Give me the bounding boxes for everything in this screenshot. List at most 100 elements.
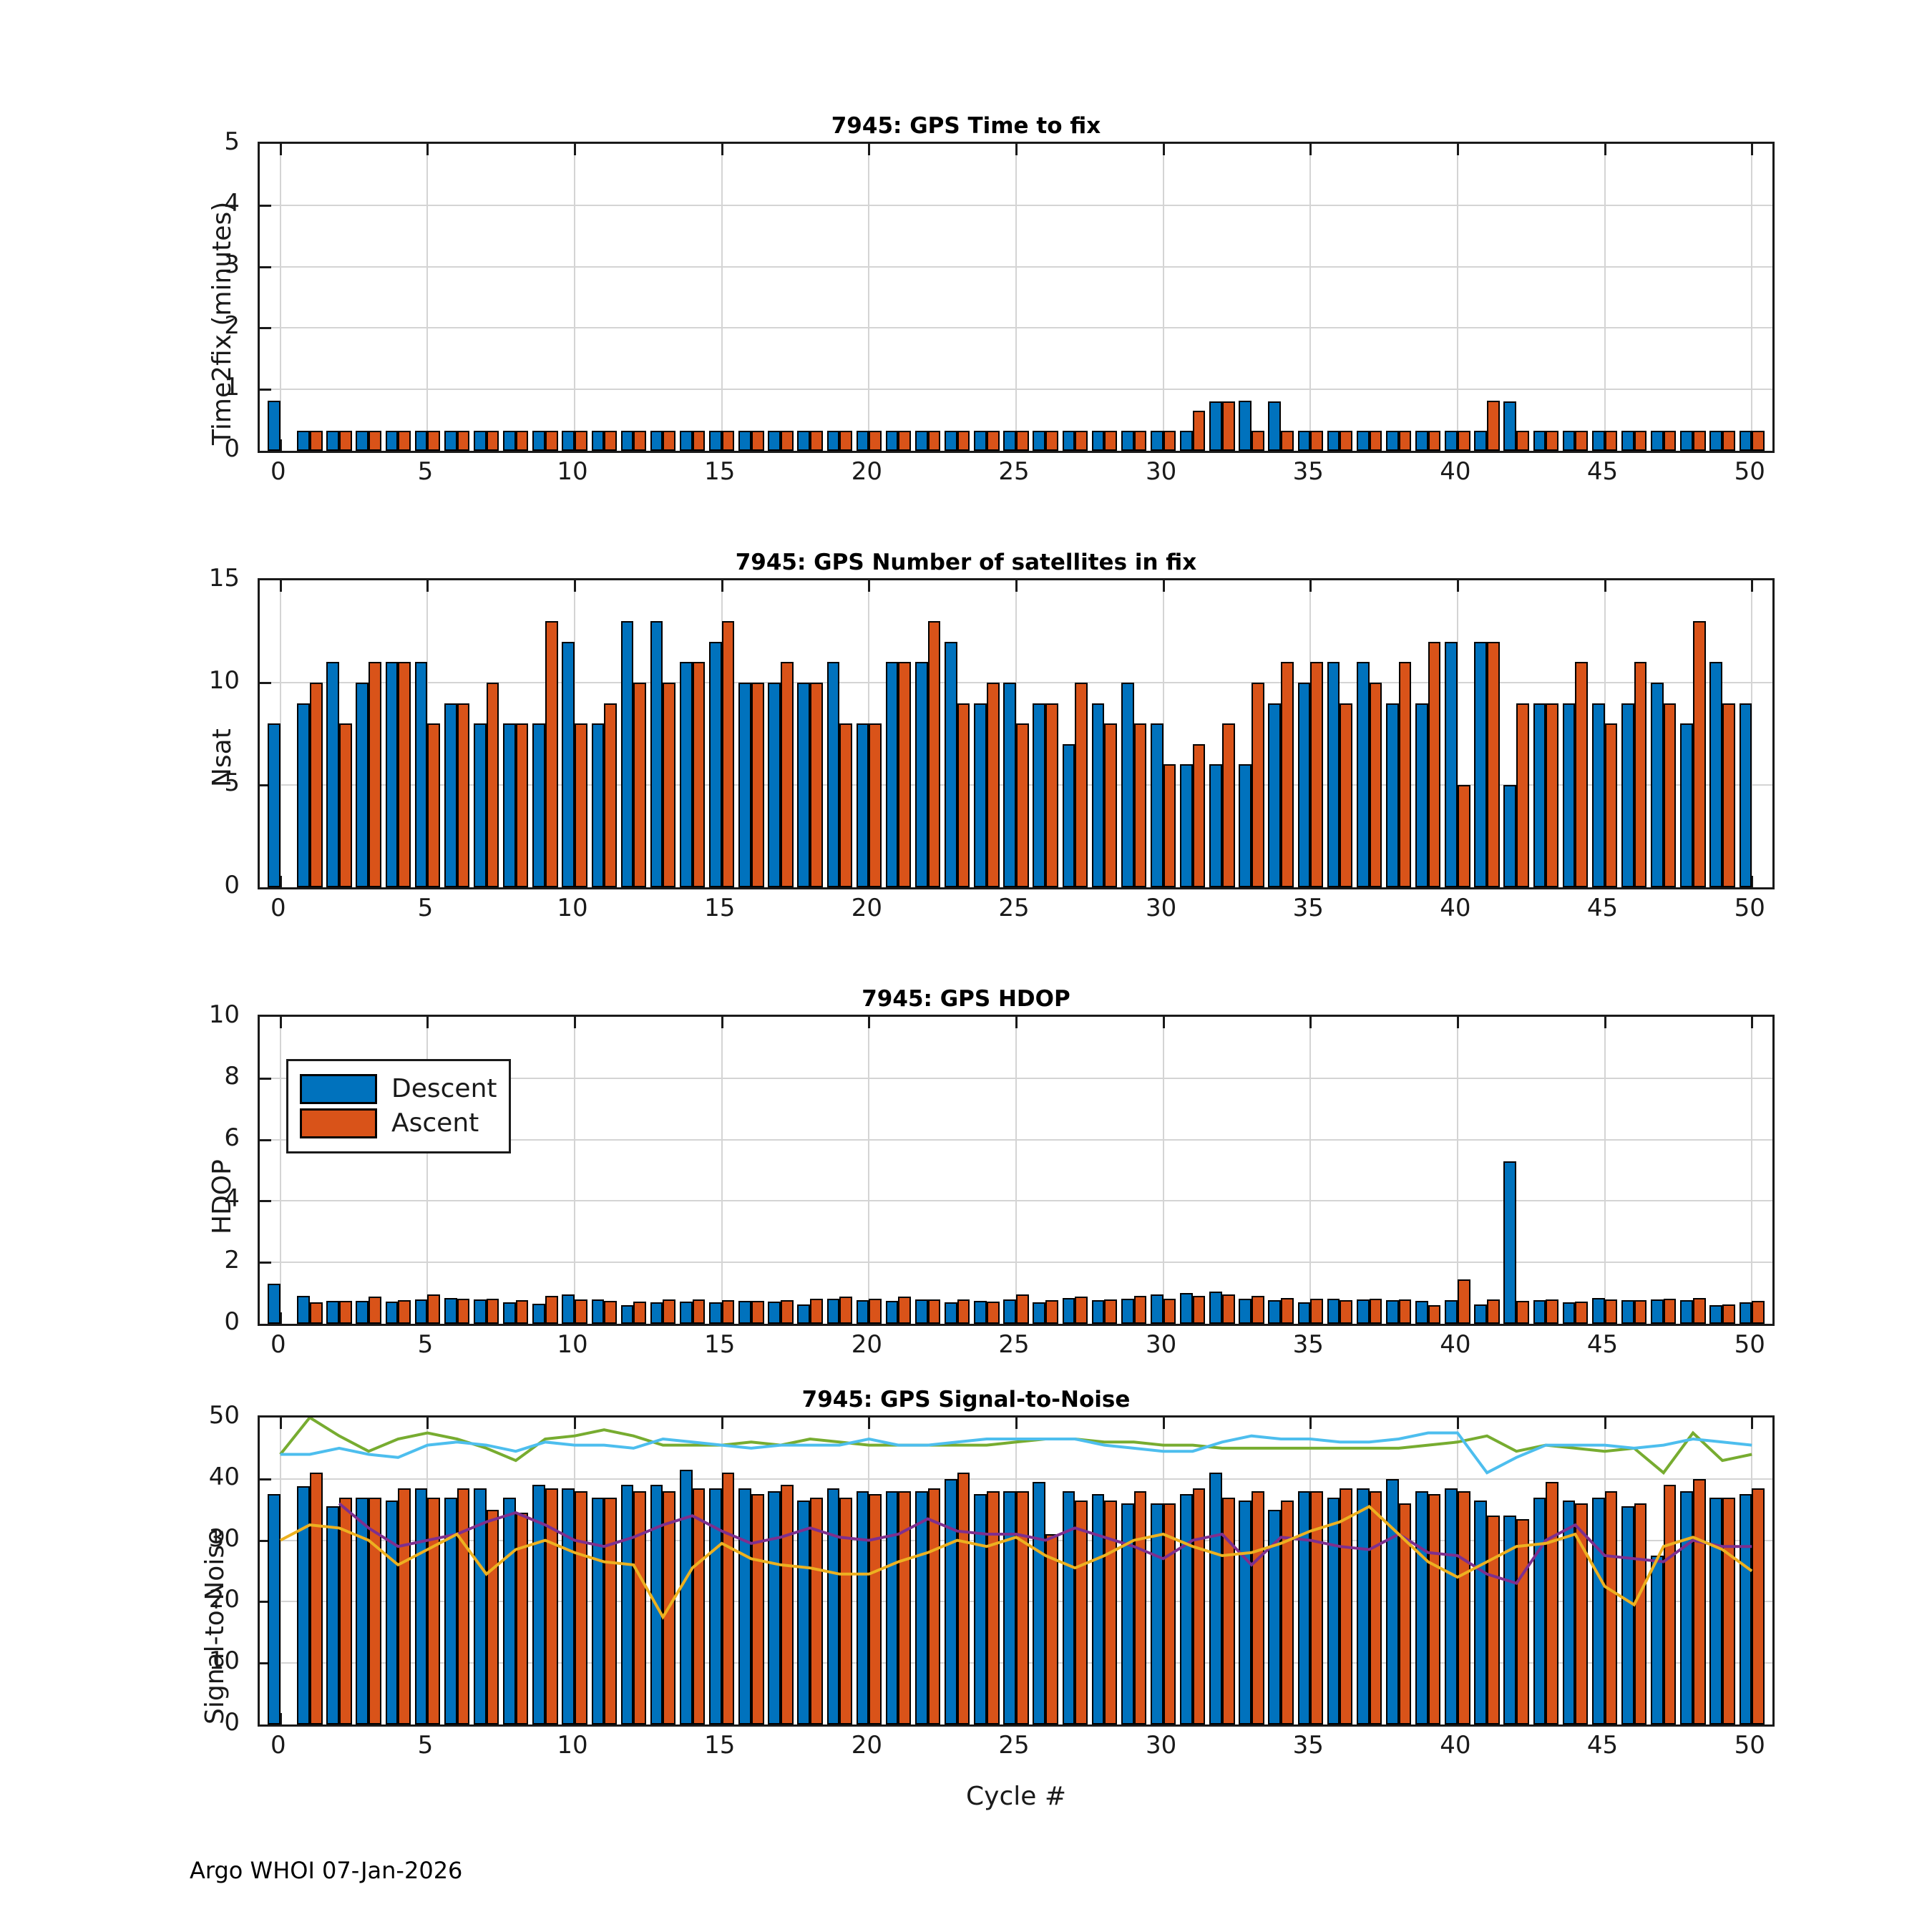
bar-ascent	[545, 430, 558, 451]
bar-ascent	[1281, 662, 1294, 887]
bar-descent	[591, 1299, 605, 1324]
bar-descent	[1297, 1491, 1311, 1724]
bar-ascent	[1692, 621, 1706, 887]
bar-ascent	[545, 621, 558, 887]
bar-ascent	[692, 1299, 706, 1324]
y-axis-tick-mark	[260, 1077, 271, 1080]
bar-ascent	[869, 1298, 882, 1324]
x-axis-tick-label: 15	[704, 457, 736, 486]
bar-descent	[444, 1497, 457, 1724]
bar-ascent	[339, 1300, 352, 1324]
bar-descent	[620, 1485, 634, 1724]
y-axis-tick-mark	[260, 327, 271, 330]
bar-ascent	[1457, 785, 1470, 887]
bar-descent	[709, 641, 722, 887]
bar-descent	[532, 430, 545, 451]
bar-descent	[1621, 1299, 1634, 1324]
bar-ascent	[633, 1491, 646, 1724]
x-axis-tick-mark-top	[1751, 1017, 1754, 1028]
bar-ascent	[957, 703, 970, 887]
panel-nsat: 7945: GPS Number of satellites in fix Ns…	[0, 544, 1932, 922]
bar-ascent	[1487, 1516, 1500, 1724]
bar-descent	[1503, 785, 1517, 887]
bar-descent	[1709, 1497, 1723, 1724]
bar-descent	[268, 400, 280, 451]
bar-descent	[562, 641, 575, 887]
x-axis-tick-label: 0	[270, 457, 286, 486]
bar-descent	[1327, 430, 1340, 451]
bar-descent	[650, 621, 663, 887]
bar-descent	[1180, 1494, 1193, 1724]
y-axis-tick-mark	[260, 682, 271, 684]
bar-descent	[1003, 683, 1016, 887]
x-axis-tick-label: 50	[1734, 1330, 1765, 1359]
panel-2-plot-area	[258, 578, 1775, 889]
bar-ascent	[810, 430, 823, 451]
bar-descent	[356, 430, 369, 451]
bar-ascent	[604, 1497, 617, 1724]
bar-descent	[268, 1494, 280, 1724]
bar-ascent	[515, 1513, 529, 1724]
x-axis-tick-mark-top	[1604, 1418, 1606, 1429]
bar-descent	[532, 1304, 545, 1324]
bar-ascent	[1104, 430, 1118, 451]
bar-descent	[297, 430, 310, 451]
bar-ascent	[633, 430, 646, 451]
x-axis-tick-label: 50	[1734, 457, 1765, 486]
legend-item-descent[interactable]: Descent	[300, 1074, 497, 1104]
y-axis-tick-label: 8	[224, 1061, 240, 1091]
x-axis-tick-mark-top	[721, 580, 723, 592]
bar-descent	[679, 1469, 693, 1724]
bar-descent	[1591, 430, 1605, 451]
legend-item-ascent[interactable]: Ascent	[300, 1108, 497, 1138]
bar-ascent	[1546, 703, 1558, 887]
x-axis-tick-label: 10	[557, 894, 588, 922]
bar-descent	[1356, 430, 1370, 451]
bar-ascent	[663, 430, 676, 451]
x-axis-tick-mark-top	[1604, 144, 1606, 155]
x-axis-tick-mark-top	[721, 1017, 723, 1028]
bar-descent	[503, 1497, 516, 1724]
bar-ascent	[1016, 1294, 1029, 1324]
x-axis-minor-tick	[279, 881, 282, 887]
bar-ascent	[1398, 1299, 1412, 1324]
bar-ascent	[427, 430, 441, 451]
gridline-vertical	[1309, 144, 1312, 451]
x-axis-tick-mark-top	[426, 580, 429, 592]
bar-ascent	[1045, 1299, 1058, 1324]
bar-descent	[532, 723, 545, 887]
bar-descent	[1033, 703, 1046, 887]
bar-ascent	[427, 723, 441, 887]
y-axis-tick-label: 0	[224, 434, 240, 463]
bar-descent	[1739, 1494, 1752, 1724]
y-axis-tick-mark	[260, 1200, 271, 1203]
bar-descent	[1680, 1299, 1693, 1324]
x-axis-tick-label: 35	[1292, 457, 1324, 486]
bar-descent	[414, 430, 428, 451]
bar-descent	[1503, 1161, 1517, 1324]
bar-descent	[297, 703, 310, 887]
legend-swatch-ascent	[300, 1108, 377, 1138]
bar-descent	[1268, 1509, 1282, 1724]
bar-descent	[885, 1491, 899, 1724]
gridline-vertical	[1309, 1017, 1312, 1324]
gridline-vertical	[279, 580, 281, 887]
y-axis-tick-mark	[260, 389, 271, 391]
gridline-vertical	[574, 144, 576, 451]
x-axis-tick-label: 50	[1734, 894, 1765, 922]
bar-ascent	[810, 1497, 823, 1724]
bar-descent	[1150, 430, 1163, 451]
bar-descent	[1739, 430, 1752, 451]
x-axis-minor-tick	[279, 444, 282, 451]
x-axis-tick-mark-top	[1162, 144, 1165, 155]
bar-ascent	[545, 1295, 558, 1324]
bar-ascent	[398, 430, 411, 451]
bar-descent	[856, 723, 869, 887]
x-axis-tick-label: 25	[998, 1330, 1030, 1359]
bar-ascent	[604, 430, 617, 451]
bar-ascent	[898, 1297, 912, 1324]
bar-ascent	[1752, 430, 1765, 451]
bar-ascent	[457, 1298, 470, 1324]
bar-ascent	[1487, 641, 1500, 887]
y-axis-tick-mark	[260, 1138, 271, 1141]
